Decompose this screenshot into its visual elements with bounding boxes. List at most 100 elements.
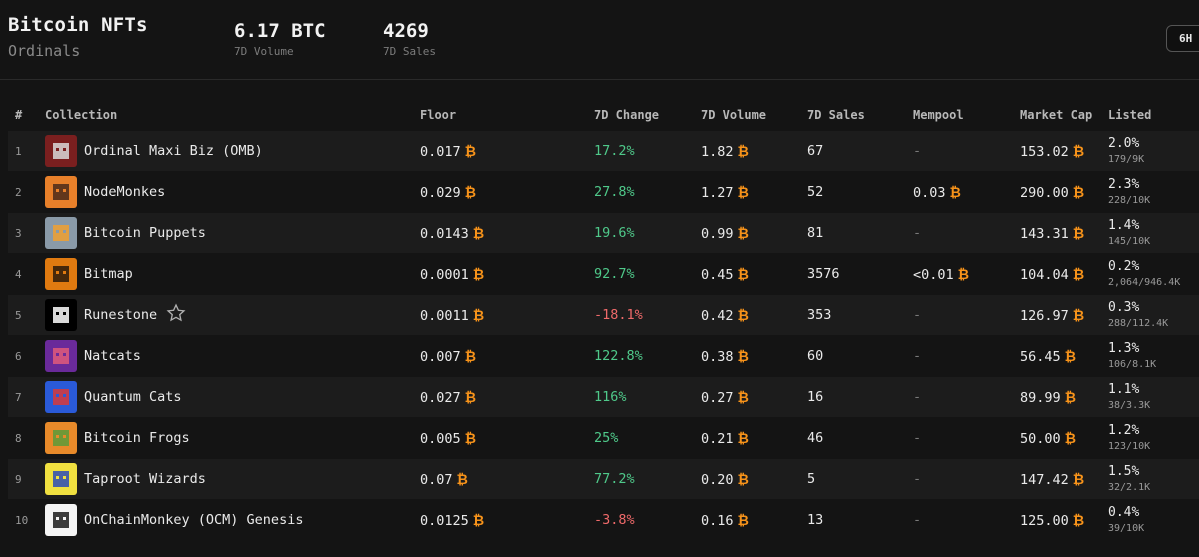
listed-count: 288/112.4K — [1108, 318, 1169, 329]
seven-day-volume-cell: 0.99 ₿ — [701, 225, 749, 242]
market-cap-cell: 125.00 ₿ — [1020, 512, 1084, 529]
rank-number: 4 — [15, 268, 22, 281]
seven-day-change: -3.8% — [594, 512, 635, 528]
table-row[interactable]: 5 Runestone 0.0011 ₿ -18.1% 0.42 ₿ 353-126.97 ₿ 0… — [8, 295, 1199, 335]
table-row[interactable]: 3 Bitcoin Puppets 0.0143 ₿ 19.6% 0.99 ₿ 81-143.… — [8, 213, 1199, 253]
bitcoin-icon: ₿ — [737, 431, 749, 447]
bitcoin-icon: ₿ — [472, 267, 485, 283]
collection-name[interactable]: Ordinal Maxi Biz (OMB) — [84, 143, 263, 159]
column-header-market-cap[interactable]: Market Cap — [1020, 108, 1093, 122]
listed-count: 32/2.1K — [1108, 482, 1151, 493]
collection-name[interactable]: OnChainMonkey (OCM) Genesis — [84, 512, 304, 528]
mempool-value: - — [913, 225, 922, 241]
collection-name[interactable]: Bitcoin Frogs — [84, 430, 190, 446]
market-cap: 50.00 — [1020, 431, 1061, 447]
bitcoin-icon: ₿ — [737, 308, 749, 324]
collection-name[interactable]: Runestone — [84, 307, 158, 323]
table-row[interactable]: 4 Bitmap 0.0001 ₿ 92.7% 0.45 ₿ 3576 <0.01 ₿ 104.04… — [8, 254, 1199, 294]
column-header-7d-change[interactable]: 7D Change — [594, 108, 660, 122]
floor-price-cell: 0.0125 ₿ — [420, 512, 484, 529]
stat-7d-volume: 6.17 BTC 7D Volume — [234, 20, 326, 58]
listed-count: 145/10K — [1108, 236, 1151, 247]
market-cap: 143.31 — [1020, 226, 1069, 242]
column-header-floor[interactable]: Floor — [420, 108, 457, 122]
table-row[interactable]: 1 Ordinal Maxi Biz (OMB) 0.017 ₿ 17.2% 1.82 ₿ 6… — [8, 131, 1199, 171]
bitcoin-icon: ₿ — [464, 431, 477, 447]
bitcoin-icon: ₿ — [1072, 226, 1085, 242]
market-cap: 153.02 — [1020, 144, 1069, 160]
floor-price-cell: 0.027 ₿ — [420, 389, 476, 406]
column-header-7d-sales[interactable]: 7D Sales — [807, 108, 865, 122]
bitcoin-icon: ₿ — [464, 390, 477, 406]
seven-day-volume-cell: 0.42 ₿ — [701, 307, 749, 324]
mempool-value: 0.03 — [913, 185, 946, 201]
market-cap: 104.04 — [1020, 267, 1069, 283]
column-header-7d-volume[interactable]: 7D Volume — [701, 108, 767, 122]
listed-percent: 2.0% — [1108, 136, 1140, 151]
stat-7d-sales: 4269 7D Sales — [383, 20, 436, 58]
collection-name[interactable]: Natcats — [84, 348, 141, 364]
floor-price: 0.007 — [420, 349, 461, 365]
floor-price: 0.0001 — [420, 267, 469, 283]
collection-name[interactable]: Bitmap — [84, 266, 133, 282]
listed-count: 39/10K — [1108, 523, 1145, 534]
rank-number: 8 — [15, 432, 22, 445]
listed-count: 179/9K — [1108, 154, 1145, 165]
collection-avatar[interactable] — [45, 217, 77, 249]
listed-percent: 1.1% — [1108, 382, 1140, 397]
collection-name[interactable]: Taproot Wizards — [84, 471, 206, 487]
bitcoin-icon: ₿ — [737, 390, 749, 406]
table-header: # Collection Floor 7D Change 7D Volume 7… — [0, 106, 1199, 126]
collection-avatar[interactable] — [45, 258, 77, 290]
table-row[interactable]: 7 Quantum Cats 0.027 ₿ 116% 0.27 ₿ 16-89.99 ₿ 1.1… — [8, 377, 1199, 417]
seven-day-sales: 353 — [807, 307, 832, 323]
collection-avatar[interactable] — [45, 135, 77, 167]
listed-percent: 1.5% — [1108, 464, 1140, 479]
listed-percent: 1.3% — [1108, 341, 1140, 356]
column-header-rank[interactable]: # — [15, 108, 23, 122]
table-row[interactable]: 8 Bitcoin Frogs 0.005 ₿ 25% 0.21 ₿ 46-50.00 ₿ 1.2… — [8, 418, 1199, 458]
market-cap: 290.00 — [1020, 185, 1069, 201]
column-header-collection[interactable]: Collection — [45, 108, 118, 122]
column-header-listed[interactable]: Listed — [1108, 108, 1152, 122]
bitcoin-icon: ₿ — [472, 308, 485, 324]
seven-day-volume: 0.38 — [701, 349, 734, 365]
seven-day-change: 17.2% — [594, 143, 635, 159]
market-cap-cell: 56.45 ₿ — [1020, 348, 1076, 365]
listed-count: 38/3.3K — [1108, 400, 1151, 411]
collection-avatar[interactable] — [45, 340, 77, 372]
star-icon[interactable] — [166, 303, 186, 323]
collection-avatar[interactable] — [45, 422, 77, 454]
collection-name[interactable]: Bitcoin Puppets — [84, 225, 206, 241]
table-row[interactable]: 10 OnChainMonkey (OCM) Genesis 0.0125 ₿ -3.8… — [8, 500, 1199, 540]
collection-avatar[interactable] — [45, 299, 77, 331]
stat-value: 6.17 BTC — [234, 20, 326, 42]
rank-number: 3 — [15, 227, 22, 240]
mempool-value: - — [913, 348, 922, 364]
seven-day-volume-cell: 0.20 ₿ — [701, 471, 749, 488]
floor-price: 0.027 — [420, 390, 461, 406]
column-header-mempool[interactable]: Mempool — [913, 108, 964, 122]
time-range-button[interactable]: 6H — [1166, 25, 1199, 52]
collection-avatar[interactable] — [45, 504, 77, 536]
floor-price-cell: 0.0143 ₿ — [420, 225, 484, 242]
mempool-value: - — [913, 512, 922, 528]
table-row[interactable]: 6 Natcats 0.007 ₿ 122.8% 0.38 ₿ 60-56.45 ₿ 1.3% 10… — [8, 336, 1199, 376]
collection-avatar[interactable] — [45, 463, 77, 495]
market-cap-cell: 143.31 ₿ — [1020, 225, 1084, 242]
collection-name[interactable]: NodeMonkes — [84, 184, 166, 200]
seven-day-volume: 0.20 — [701, 472, 734, 488]
bitcoin-icon: ₿ — [464, 185, 477, 201]
table-row[interactable]: 9 Taproot Wizards 0.07 ₿ 77.2% 0.20 ₿ 5-147.42 ₿… — [8, 459, 1199, 499]
collection-name[interactable]: Quantum Cats — [84, 389, 182, 405]
table-row[interactable]: 2 NodeMonkes 0.029 ₿ 27.8% 1.27 ₿ 52 0.03 ₿ 290.00… — [8, 172, 1199, 212]
collection-avatar[interactable] — [45, 381, 77, 413]
collection-avatar[interactable] — [45, 176, 77, 208]
listed-count: 123/10K — [1108, 441, 1151, 452]
market-cap: 126.97 — [1020, 308, 1069, 324]
rank-number: 1 — [15, 145, 22, 158]
rank-number: 5 — [15, 309, 22, 322]
floor-price-cell: 0.07 ₿ — [420, 471, 468, 488]
seven-day-volume: 0.21 — [701, 431, 734, 447]
floor-price: 0.005 — [420, 431, 461, 447]
